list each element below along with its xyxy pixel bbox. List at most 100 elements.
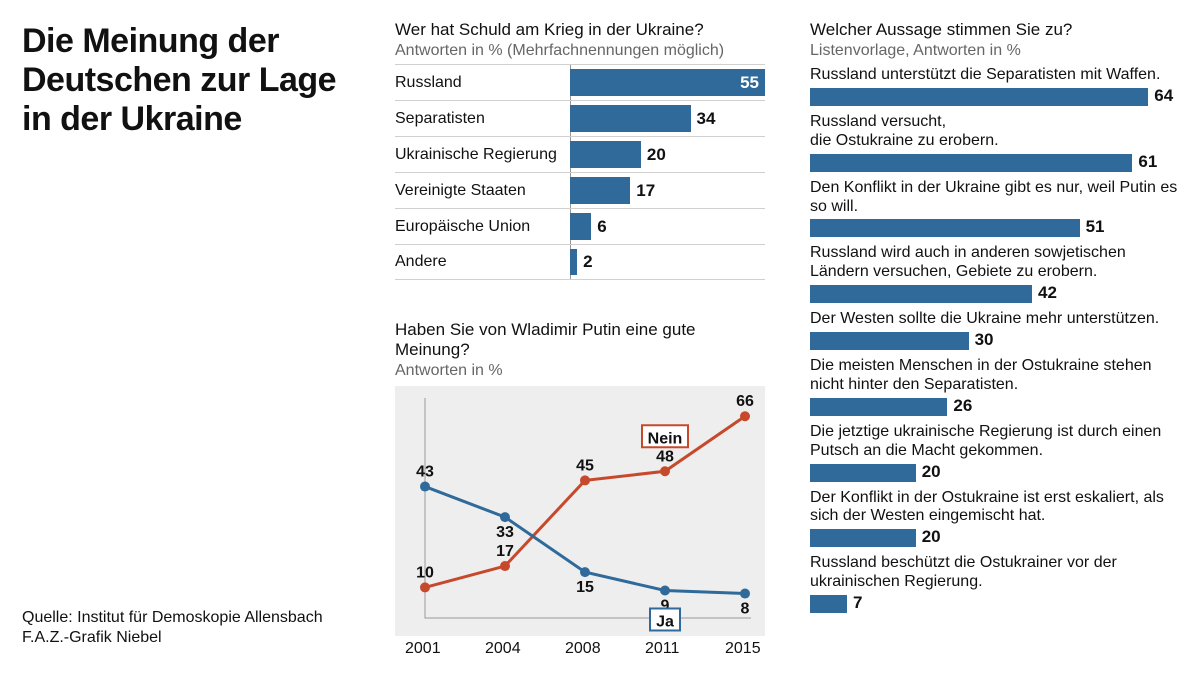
source-line-2: F.A.Z.-Grafik Niebel [22, 629, 323, 647]
blame-bar [570, 213, 591, 240]
agree-label: Die meisten Menschen in der Ostukraine s… [810, 357, 1180, 395]
agree-item: Russland beschützt die Ostukrainer vor d… [810, 554, 1180, 613]
blame-value: 55 [740, 73, 759, 93]
blame-bar [570, 69, 765, 96]
agree-bar [810, 529, 916, 547]
putin-plot-svg: 1017454866Nein43331598Ja [395, 386, 765, 636]
series-point [420, 482, 430, 492]
agree-value: 64 [1154, 86, 1173, 106]
blame-value: 2 [583, 252, 592, 272]
putin-year-label: 2011 [645, 640, 679, 658]
putin-subtitle: Antworten in % [395, 362, 765, 380]
agree-chart: Welcher Aussage stimmen Sie zu? Listenvo… [810, 20, 1180, 620]
blame-label: Andere [395, 253, 447, 271]
agree-bar [810, 332, 969, 350]
series-point [580, 567, 590, 577]
series-line [425, 487, 745, 594]
putin-year-label: 2004 [485, 640, 521, 658]
agree-bar [810, 398, 947, 416]
main-title: Die Meinung der Deutschen zur Lage in de… [22, 22, 362, 139]
agree-label: Den Konflikt in der Ukraine gibt es nur,… [810, 179, 1180, 217]
agree-item: Die meisten Menschen in der Ostukraine s… [810, 357, 1180, 416]
agree-item: Russland wird auch in anderen sowjetisch… [810, 244, 1180, 303]
blame-title: Wer hat Schuld am Krieg in der Ukraine? [395, 20, 765, 40]
blame-label: Europäische Union [395, 218, 530, 236]
series-point [500, 512, 510, 522]
putin-year-label: 2015 [725, 640, 761, 658]
series-value-label: 15 [576, 579, 594, 596]
blame-bar [570, 249, 577, 275]
blame-label: Vereinigte Staaten [395, 182, 526, 200]
agree-value: 20 [922, 527, 941, 547]
agree-item: Den Konflikt in der Ukraine gibt es nur,… [810, 179, 1180, 238]
blame-label: Russland [395, 74, 462, 92]
blame-value: 17 [636, 181, 655, 201]
series-point [660, 466, 670, 476]
series-point [660, 585, 670, 595]
source-line-1: Quelle: Institut für Demoskopie Allensba… [22, 609, 323, 627]
blame-row: Andere 2 [395, 244, 765, 280]
series-value-label: 43 [416, 464, 434, 481]
agree-title: Welcher Aussage stimmen Sie zu? [810, 20, 1180, 40]
series-point [740, 411, 750, 421]
series-value-label: 48 [656, 448, 674, 465]
blame-row: Europäische Union6 [395, 208, 765, 244]
putin-title: Haben Sie von Wladimir Putin eine gute M… [395, 320, 765, 360]
agree-bar [810, 595, 847, 613]
series-label: Nein [642, 425, 688, 447]
agree-value: 61 [1138, 152, 1157, 172]
putin-chart: Haben Sie von Wladimir Putin eine gute M… [395, 320, 765, 660]
series-value-label: 66 [736, 393, 754, 410]
blame-label: Ukrainische Regierung [395, 146, 557, 164]
agree-bar [810, 464, 916, 482]
agree-value: 30 [975, 330, 994, 350]
blame-row: Ukrainische Regierung 20 [395, 136, 765, 172]
blame-row: Separatisten 34 [395, 100, 765, 136]
blame-bar [570, 105, 691, 132]
blame-row: Vereinigte Staaten 17 [395, 172, 765, 208]
series-point [420, 582, 430, 592]
agree-label: Die jetztige ukrainische Regierung ist d… [810, 423, 1180, 461]
agree-value: 7 [853, 593, 862, 613]
series-point [740, 589, 750, 599]
agree-bar [810, 154, 1132, 172]
agree-bar [810, 88, 1148, 106]
series-value-label: 17 [496, 543, 514, 560]
agree-value: 42 [1038, 283, 1057, 303]
svg-text:Nein: Nein [648, 430, 683, 447]
agree-item: Die jetztige ukrainische Regierung ist d… [810, 423, 1180, 482]
blame-value: 34 [697, 109, 716, 129]
blame-row: Russland 55 [395, 64, 765, 100]
blame-subtitle: Antworten in % (Mehrfachnennungen möglic… [395, 42, 765, 60]
blame-label: Separatisten [395, 110, 485, 128]
series-value-label: 45 [576, 457, 594, 474]
series-value-label: 10 [416, 564, 434, 581]
blame-chart: Wer hat Schuld am Krieg in der Ukraine? … [395, 20, 765, 280]
agree-value: 26 [953, 396, 972, 416]
agree-item: Der Konflikt in der Ostukraine ist erst … [810, 489, 1180, 548]
agree-label: Russland beschützt die Ostukrainer vor d… [810, 554, 1180, 592]
agree-subtitle: Listenvorlage, Antworten in % [810, 42, 1180, 60]
putin-year-label: 2001 [405, 640, 441, 658]
blame-bar [570, 177, 630, 204]
blame-value: 20 [647, 145, 666, 165]
series-line [425, 416, 745, 587]
agree-item: Der Westen sollte die Ukraine mehr unter… [810, 310, 1180, 350]
agree-label: Der Westen sollte die Ukraine mehr unter… [810, 310, 1180, 329]
agree-label: Russland unterstützt die Separatisten mi… [810, 66, 1180, 85]
series-point [500, 561, 510, 571]
agree-item: Russland versucht,die Ostukraine zu erob… [810, 113, 1180, 172]
agree-label: Der Konflikt in der Ostukraine ist erst … [810, 489, 1180, 527]
agree-bar [810, 285, 1032, 303]
agree-value: 51 [1086, 217, 1105, 237]
series-value-label: 33 [496, 524, 514, 541]
agree-item: Russland unterstützt die Separatisten mi… [810, 66, 1180, 106]
agree-label: Russland versucht,die Ostukraine zu erob… [810, 113, 1180, 151]
series-point [580, 475, 590, 485]
source: Quelle: Institut für Demoskopie Allensba… [22, 609, 323, 647]
agree-label: Russland wird auch in anderen sowjetisch… [810, 244, 1180, 282]
series-label: Ja [650, 608, 680, 630]
agree-bar [810, 219, 1080, 237]
blame-bar [570, 141, 641, 168]
svg-text:Ja: Ja [656, 613, 674, 630]
